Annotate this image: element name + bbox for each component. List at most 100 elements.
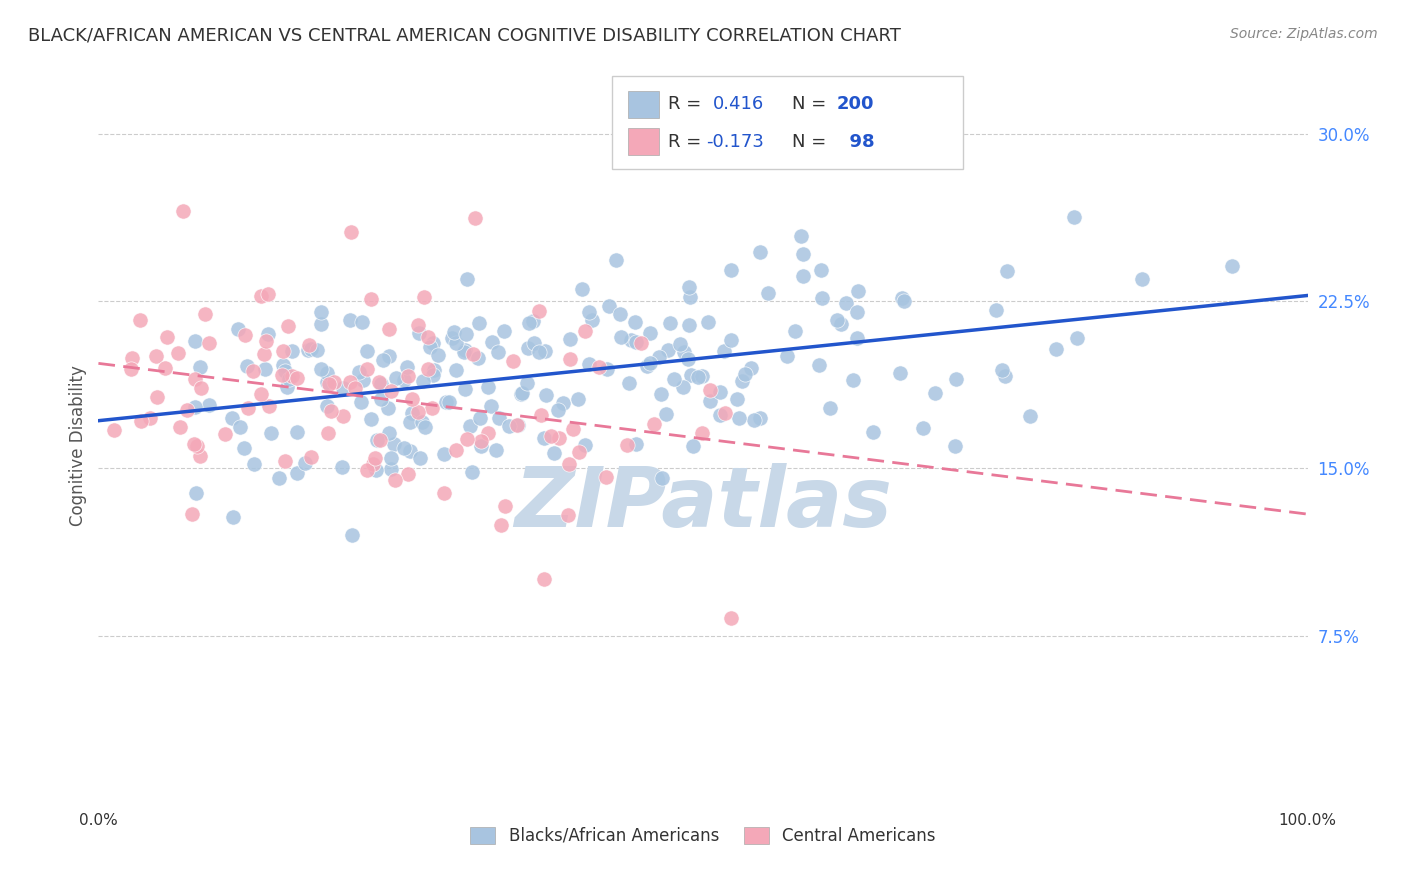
Point — [678, 279, 700, 293]
Point — [378, 321, 401, 335]
Point — [460, 465, 482, 479]
Point — [433, 447, 456, 461]
Point — [596, 361, 619, 376]
Point — [494, 324, 516, 338]
Point — [488, 411, 510, 425]
Text: 200: 200 — [837, 95, 875, 113]
Point — [481, 334, 503, 349]
Point — [339, 375, 361, 389]
Point — [413, 290, 436, 304]
Point — [339, 225, 361, 239]
Point — [420, 401, 443, 416]
Point — [690, 368, 713, 383]
Point — [370, 392, 392, 406]
Point — [617, 376, 640, 390]
Point — [994, 368, 1017, 383]
Point — [273, 344, 295, 359]
Point — [810, 291, 832, 305]
Text: R =: R = — [668, 133, 707, 151]
Point — [557, 508, 579, 522]
Point — [522, 336, 544, 351]
Point — [444, 336, 467, 351]
Point — [808, 358, 831, 372]
Point — [609, 330, 631, 344]
Point — [238, 401, 260, 415]
Point — [155, 361, 177, 376]
Point — [183, 334, 205, 348]
Point — [443, 326, 465, 340]
Point — [183, 436, 205, 450]
Point — [437, 394, 460, 409]
Point — [167, 346, 190, 360]
Point — [699, 383, 721, 397]
Point — [131, 414, 153, 428]
Point — [467, 351, 489, 365]
Point — [464, 211, 486, 226]
Point — [749, 410, 772, 425]
Point — [776, 350, 799, 364]
Point — [373, 353, 395, 368]
Point — [1063, 210, 1085, 224]
Point — [214, 426, 236, 441]
Point — [278, 372, 301, 386]
Point — [408, 450, 430, 465]
Point — [267, 471, 290, 485]
Point — [682, 439, 704, 453]
Point — [454, 343, 477, 358]
Point — [672, 344, 695, 359]
Point — [233, 328, 256, 343]
Point — [690, 425, 713, 440]
Point — [422, 368, 444, 382]
Point — [744, 413, 766, 427]
Point — [945, 371, 967, 385]
Point — [458, 419, 481, 434]
Point — [558, 332, 581, 346]
Point — [385, 371, 408, 385]
Point — [103, 423, 125, 437]
Point — [846, 284, 869, 298]
Point — [194, 307, 217, 321]
Point — [399, 443, 422, 458]
Point — [664, 371, 686, 385]
Point — [562, 422, 585, 436]
Point — [638, 356, 661, 370]
Point — [297, 343, 319, 357]
Legend: Blacks/African Americans, Central Americans: Blacks/African Americans, Central Americ… — [464, 820, 942, 852]
Point — [651, 471, 673, 485]
Point — [846, 305, 869, 319]
Point — [129, 313, 152, 327]
Point — [891, 291, 914, 305]
Point — [396, 368, 419, 383]
Point — [356, 361, 378, 376]
Point — [510, 385, 533, 400]
Point — [731, 375, 754, 389]
Point — [434, 395, 457, 409]
Point — [394, 373, 416, 387]
Point — [720, 611, 742, 625]
Point — [377, 401, 399, 416]
Point — [298, 338, 321, 352]
Point — [360, 292, 382, 306]
Point — [638, 326, 661, 341]
Point — [624, 437, 647, 451]
Point — [316, 375, 339, 389]
Point — [433, 485, 456, 500]
Point — [350, 395, 373, 409]
Point — [285, 425, 308, 440]
Text: N =: N = — [792, 133, 831, 151]
Point — [190, 380, 212, 394]
Point — [309, 304, 332, 318]
Point — [536, 388, 558, 402]
Point — [274, 364, 297, 378]
Point — [588, 360, 610, 375]
Point — [184, 372, 207, 386]
Point — [479, 399, 502, 413]
Point — [911, 421, 934, 435]
Point — [470, 434, 492, 448]
Point — [595, 470, 617, 484]
Point — [285, 467, 308, 481]
Y-axis label: Cognitive Disability: Cognitive Disability — [69, 366, 87, 526]
Point — [186, 486, 208, 500]
Point — [527, 304, 550, 318]
Point — [494, 499, 516, 513]
